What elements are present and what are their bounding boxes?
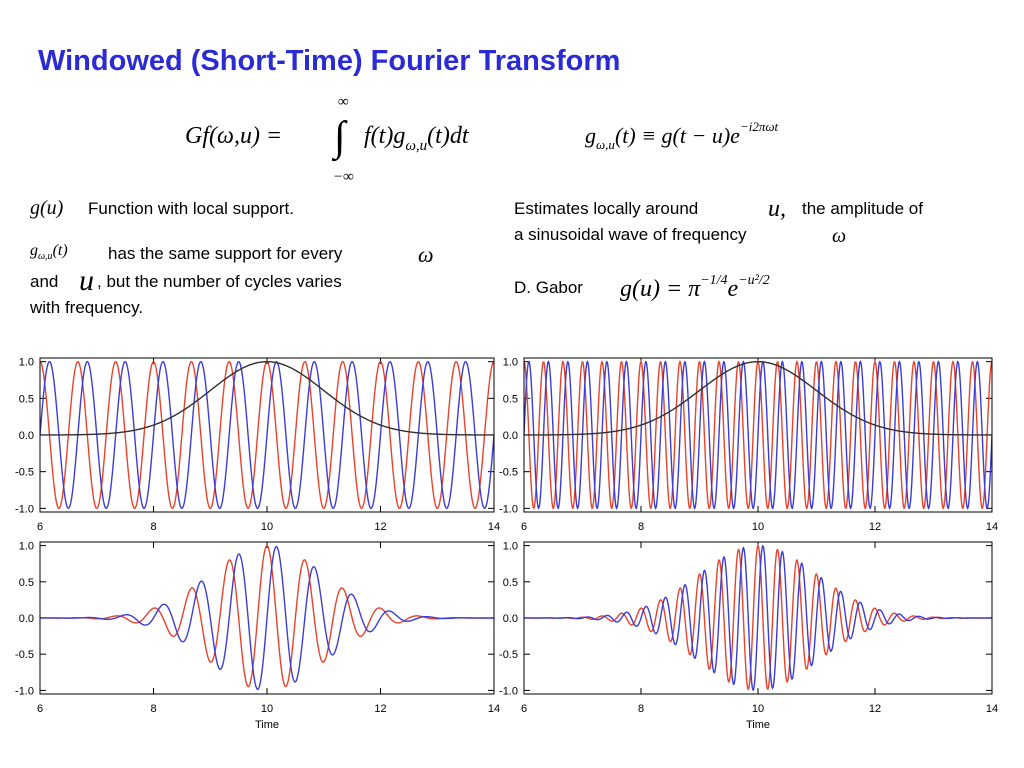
y-tick-label: 1.0	[503, 541, 518, 553]
text: Estimates locally around	[514, 199, 698, 218]
text: a sinusoidal wave of frequency	[514, 225, 747, 244]
y-tick-label: 0.5	[19, 393, 34, 405]
text: with frequency.	[29, 298, 143, 317]
integrand-sub: ω,u	[405, 138, 427, 154]
integral-lower: −∞	[333, 169, 354, 185]
chart: 1.0 0.5 0.0 -0.5 -1.06 8 10 12 14 Time	[499, 541, 998, 731]
plot-frame	[39, 541, 495, 695]
u: u,	[768, 196, 786, 222]
gabor-sup2: −u²/2	[738, 273, 770, 288]
y-tick-label: 1.0	[503, 357, 518, 369]
text: has the same support for every	[108, 244, 343, 263]
x-tick-label: 14	[488, 521, 500, 533]
x-tick-label: 14	[488, 703, 500, 715]
x-tick-label: 12	[374, 521, 386, 533]
y-tick-label: -1.0	[15, 503, 34, 515]
chart: 1.0 0.5 0.0 -0.5 -1.06 8 10 12 14	[499, 357, 998, 533]
x-tick-label: 8	[638, 703, 644, 715]
gabor-lhs: g(u) = π	[620, 276, 701, 302]
x-tick-label: 12	[869, 703, 881, 715]
integrand: f(t)g	[364, 123, 405, 149]
y-tick-label: 0.0	[19, 430, 34, 442]
omega: ω	[832, 225, 846, 247]
text: D. Gabor	[514, 278, 583, 297]
y-tick-label: -1.0	[499, 685, 518, 697]
gabor-formula: g(u) = π−1/4e−u²/2	[620, 273, 770, 302]
y-tick-label: -0.5	[499, 467, 518, 479]
x-axis-label: Time	[746, 719, 770, 731]
wave	[524, 360, 992, 510]
plot-frame	[523, 541, 993, 695]
y-tick-label: -0.5	[499, 649, 518, 661]
x-axis-label: Time	[255, 719, 279, 731]
formula-lhs: Gf(ω,u) =	[185, 123, 282, 149]
y-tick-label: 0.0	[503, 613, 518, 625]
wave	[40, 545, 494, 691]
integrand-tail: (t)dt	[427, 123, 470, 149]
y-tick-label: 0.0	[503, 430, 518, 442]
text: Function with local support.	[88, 199, 294, 218]
y-tick-label: 1.0	[19, 357, 34, 369]
window-curve	[524, 360, 992, 436]
g-atom-tail: (t)	[53, 242, 68, 259]
y-tick-label: 0.0	[19, 613, 34, 625]
x-tick-label: 6	[521, 703, 527, 715]
u: u	[79, 264, 94, 297]
g-u: g(u)	[30, 197, 64, 219]
y-tick-label: -0.5	[15, 467, 34, 479]
g-atom: gω,u(t)	[30, 242, 68, 262]
x-tick-label: 6	[37, 521, 43, 533]
transform-formula: Gf(ω,u) = ∫ ∞ −∞ f(t)gω,u(t)dt gω,u(t) ≡…	[185, 94, 779, 185]
wave	[40, 544, 494, 688]
chart: 1.0 0.5 0.0 -0.5 -1.06 8 10 12 14 Time	[15, 541, 500, 731]
wave	[524, 544, 992, 692]
gabor-e: e	[728, 276, 739, 302]
atom-sup: −i2πωt	[740, 119, 779, 134]
x-tick-label: 6	[521, 521, 527, 533]
slide-title: Windowed (Short-Time) Fourier Transform	[38, 45, 620, 77]
text: , but the number of cycles varies	[97, 272, 342, 291]
x-tick-label: 14	[986, 703, 998, 715]
window-curve	[40, 360, 494, 436]
x-tick-label: 12	[374, 703, 386, 715]
left-text: g(u) Function with local support. gω,u(t…	[29, 197, 434, 317]
integral-sign: ∫	[331, 114, 348, 162]
y-tick-label: -1.0	[15, 685, 34, 697]
text: the amplitude of	[802, 199, 923, 218]
wave	[524, 544, 992, 691]
x-tick-label: 8	[150, 703, 156, 715]
y-tick-label: 0.5	[503, 393, 518, 405]
g-atom-sub: ω,u	[38, 251, 53, 262]
x-tick-label: 14	[986, 521, 998, 533]
atom-formula: gω,u(t) ≡ g(t − u)e−i2πωt	[585, 119, 779, 152]
y-tick-label: -0.5	[15, 649, 34, 661]
plot-frame	[39, 357, 495, 513]
chart: 1.0 0.5 0.0 -0.5 -1.06 8 10 12 14	[15, 357, 500, 533]
x-tick-label: 6	[37, 703, 43, 715]
plot-frame	[523, 357, 993, 513]
integral-upper: ∞	[338, 94, 349, 110]
x-tick-label: 8	[638, 521, 644, 533]
omega: ω	[418, 242, 434, 267]
y-tick-label: 0.5	[19, 577, 34, 589]
y-tick-label: 0.5	[503, 577, 518, 589]
gabor-sup1: −1/4	[700, 273, 727, 288]
formula-integrand: f(t)gω,u(t)dt	[364, 123, 470, 154]
atom-g: g	[585, 123, 596, 148]
y-tick-label: 1.0	[19, 541, 34, 553]
x-tick-label: 10	[752, 521, 764, 533]
wave	[40, 360, 494, 510]
x-tick-label: 12	[869, 521, 881, 533]
atom-sub: ω,u	[596, 137, 615, 152]
text: and	[30, 272, 58, 291]
x-tick-label: 10	[261, 703, 273, 715]
y-tick-label: -1.0	[499, 503, 518, 515]
x-tick-label: 10	[261, 521, 273, 533]
right-text: Estimates locally around u, the amplitud…	[514, 196, 923, 302]
x-tick-label: 10	[752, 703, 764, 715]
atom-mid: (t) ≡ g(t − u)e	[615, 123, 740, 148]
x-tick-label: 8	[150, 521, 156, 533]
g-atom-g: g	[30, 242, 38, 259]
